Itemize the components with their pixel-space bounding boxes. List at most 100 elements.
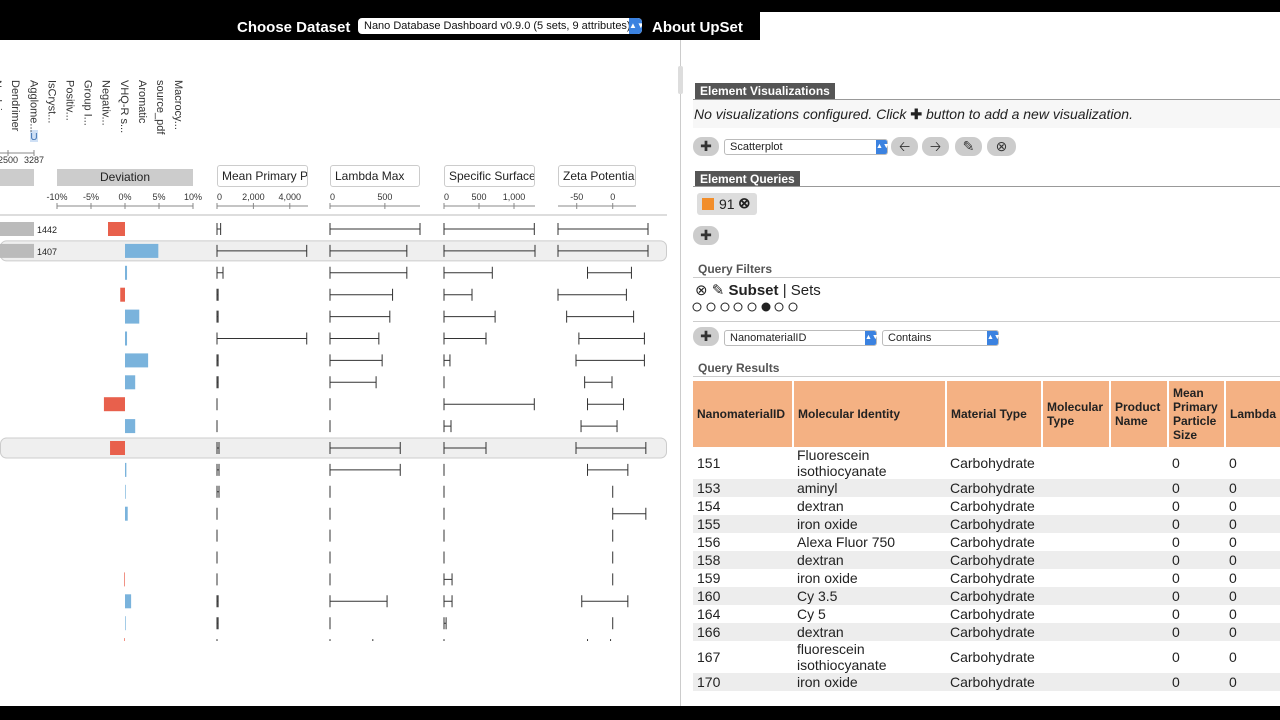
viz-message: No visualizations configured. Click ✚ bu… xyxy=(693,100,1280,128)
result-cell xyxy=(1042,673,1110,691)
radio[interactable] xyxy=(747,302,757,312)
subset-mode[interactable]: Subset xyxy=(728,282,779,299)
summary-whisker xyxy=(612,507,647,520)
summary-whisker xyxy=(443,354,451,367)
add-filter-button[interactable]: ✚ xyxy=(693,327,719,346)
radio[interactable] xyxy=(720,302,730,312)
edit-icon[interactable]: ✎ xyxy=(711,282,725,299)
divider-handle[interactable] xyxy=(678,66,683,94)
attribute-header[interactable]: Zeta Potential xyxy=(558,165,636,187)
dataset-select[interactable]: Nano Database Dashboard v0.9.0 (5 sets, … xyxy=(358,18,642,34)
radio[interactable] xyxy=(788,302,798,312)
result-cell: 0 xyxy=(1168,515,1225,533)
remove-icon[interactable]: ⊗ xyxy=(695,282,708,299)
viz-select[interactable]: Scatterplot ▲▼ xyxy=(724,139,890,155)
deviation-tick-label: 10% xyxy=(184,192,202,202)
remove-button[interactable]: ⊗ xyxy=(987,137,1016,156)
result-row: 156 Alexa Fluor 750 Carbohydrate 0 0 xyxy=(693,533,1280,551)
radio[interactable] xyxy=(733,302,743,312)
result-cell: 0 xyxy=(1172,606,1180,622)
dataset-label: Nano Database Dashboard v0.9.0 (5 sets, … xyxy=(364,20,631,32)
result-cell xyxy=(1042,623,1110,641)
result-cell: Carbohydrate xyxy=(950,570,1035,586)
attribute-header[interactable]: Mean Primary Particle Size xyxy=(217,165,308,187)
summary-whisker xyxy=(443,332,487,345)
next-button[interactable]: 🡢 xyxy=(922,137,949,156)
deviation-bar xyxy=(125,353,149,368)
attribute-header[interactable]: Specific Surface Area xyxy=(444,165,535,187)
result-row: 160 Cy 3.5 Carbohydrate 0 0 xyxy=(693,587,1280,605)
result-cell xyxy=(1110,641,1168,673)
result-cell: 0 xyxy=(1172,534,1180,550)
result-cell: 153 xyxy=(693,479,793,497)
set-label: Macrocy... xyxy=(172,80,184,130)
summary-whisker xyxy=(557,244,649,257)
prev-button[interactable]: 🡠 xyxy=(891,137,918,156)
result-cell: 0 xyxy=(1168,551,1225,569)
attribute-tick-label: 500 xyxy=(377,192,392,202)
tab-title: Element Visualizations xyxy=(695,83,835,99)
result-cell: Carbohydrate xyxy=(946,515,1042,533)
result-cell: 170 xyxy=(693,673,793,691)
result-cell xyxy=(1042,497,1110,515)
result-cell: Carbohydrate xyxy=(950,649,1035,665)
query-chip[interactable]: 91 ⊗ xyxy=(697,193,757,215)
size-tick-label: 3287 xyxy=(24,155,44,165)
result-cell: iron oxide xyxy=(793,515,946,533)
radio[interactable] xyxy=(761,302,771,312)
set-state-radios[interactable] xyxy=(692,300,802,314)
result-cell xyxy=(1110,497,1168,515)
summary-whisker xyxy=(216,485,220,498)
attribute-tick-label: 1,000 xyxy=(503,192,526,202)
separator: | xyxy=(782,282,787,299)
attribute-tick-label: -50 xyxy=(570,192,583,202)
attribute-tick-label: 0 xyxy=(444,192,449,202)
select-arrow: ▲▼ xyxy=(629,18,642,34)
choose-dataset[interactable]: Choose Dataset xyxy=(237,19,351,36)
set-label: Dendrimer xyxy=(9,80,21,132)
result-cell xyxy=(1110,447,1168,479)
result-cell xyxy=(1042,479,1110,497)
results-table: NanomaterialID Molecular Identity Material… xyxy=(693,381,1280,691)
set-label: VHQ-R s... xyxy=(118,80,130,133)
operator-select[interactable]: Contains ▲▼ xyxy=(882,330,1001,346)
result-cell: 0 xyxy=(1229,455,1237,471)
add-query-button[interactable]: ✚ xyxy=(693,226,719,245)
about-link[interactable]: About UpSet xyxy=(652,19,743,36)
result-cell: 0 xyxy=(1229,534,1237,550)
radio[interactable] xyxy=(706,302,716,312)
size-tick-label: 2500 xyxy=(0,155,18,165)
result-cell xyxy=(1042,605,1110,623)
summary-whisker xyxy=(329,639,374,641)
result-cell: Carbohydrate xyxy=(950,498,1035,514)
result-cell: 0 xyxy=(1225,587,1280,605)
result-cell: dextran xyxy=(797,498,844,514)
query-color xyxy=(702,198,714,210)
result-cell: Cy 5 xyxy=(797,606,826,622)
bottom-strip xyxy=(0,706,1280,720)
section-title: Query Filters xyxy=(698,262,773,276)
result-cell: 164 xyxy=(697,606,721,622)
edit-button[interactable]: ✎ xyxy=(955,137,982,156)
add-viz-button[interactable]: ✚ xyxy=(693,137,719,156)
radio[interactable] xyxy=(692,302,702,312)
deviation-bar xyxy=(125,594,132,609)
result-cell: 160 xyxy=(693,587,793,605)
sets-mode[interactable]: Sets xyxy=(790,282,821,299)
deviation-bar xyxy=(125,265,128,280)
attribute-header[interactable]: Lambda Max xyxy=(330,165,420,187)
result-cell: Cy 3.5 xyxy=(793,587,946,605)
result-row: 166 dextran Carbohydrate 0 0 xyxy=(693,623,1280,641)
radio[interactable] xyxy=(774,302,784,312)
result-cell xyxy=(1110,533,1168,551)
summary-whisker xyxy=(216,223,222,235)
deviation-bar xyxy=(125,331,128,346)
result-cell: aminyl xyxy=(793,479,946,497)
attribute-select[interactable]: NanomaterialID ▲▼ xyxy=(724,330,879,346)
result-cell: Carbohydrate xyxy=(946,673,1042,691)
result-cell: 0 xyxy=(1168,623,1225,641)
result-cell xyxy=(1110,551,1168,569)
result-cell: 151 xyxy=(697,455,721,471)
result-row: 159 iron oxide Carbohydrate 0 0 xyxy=(693,569,1280,587)
